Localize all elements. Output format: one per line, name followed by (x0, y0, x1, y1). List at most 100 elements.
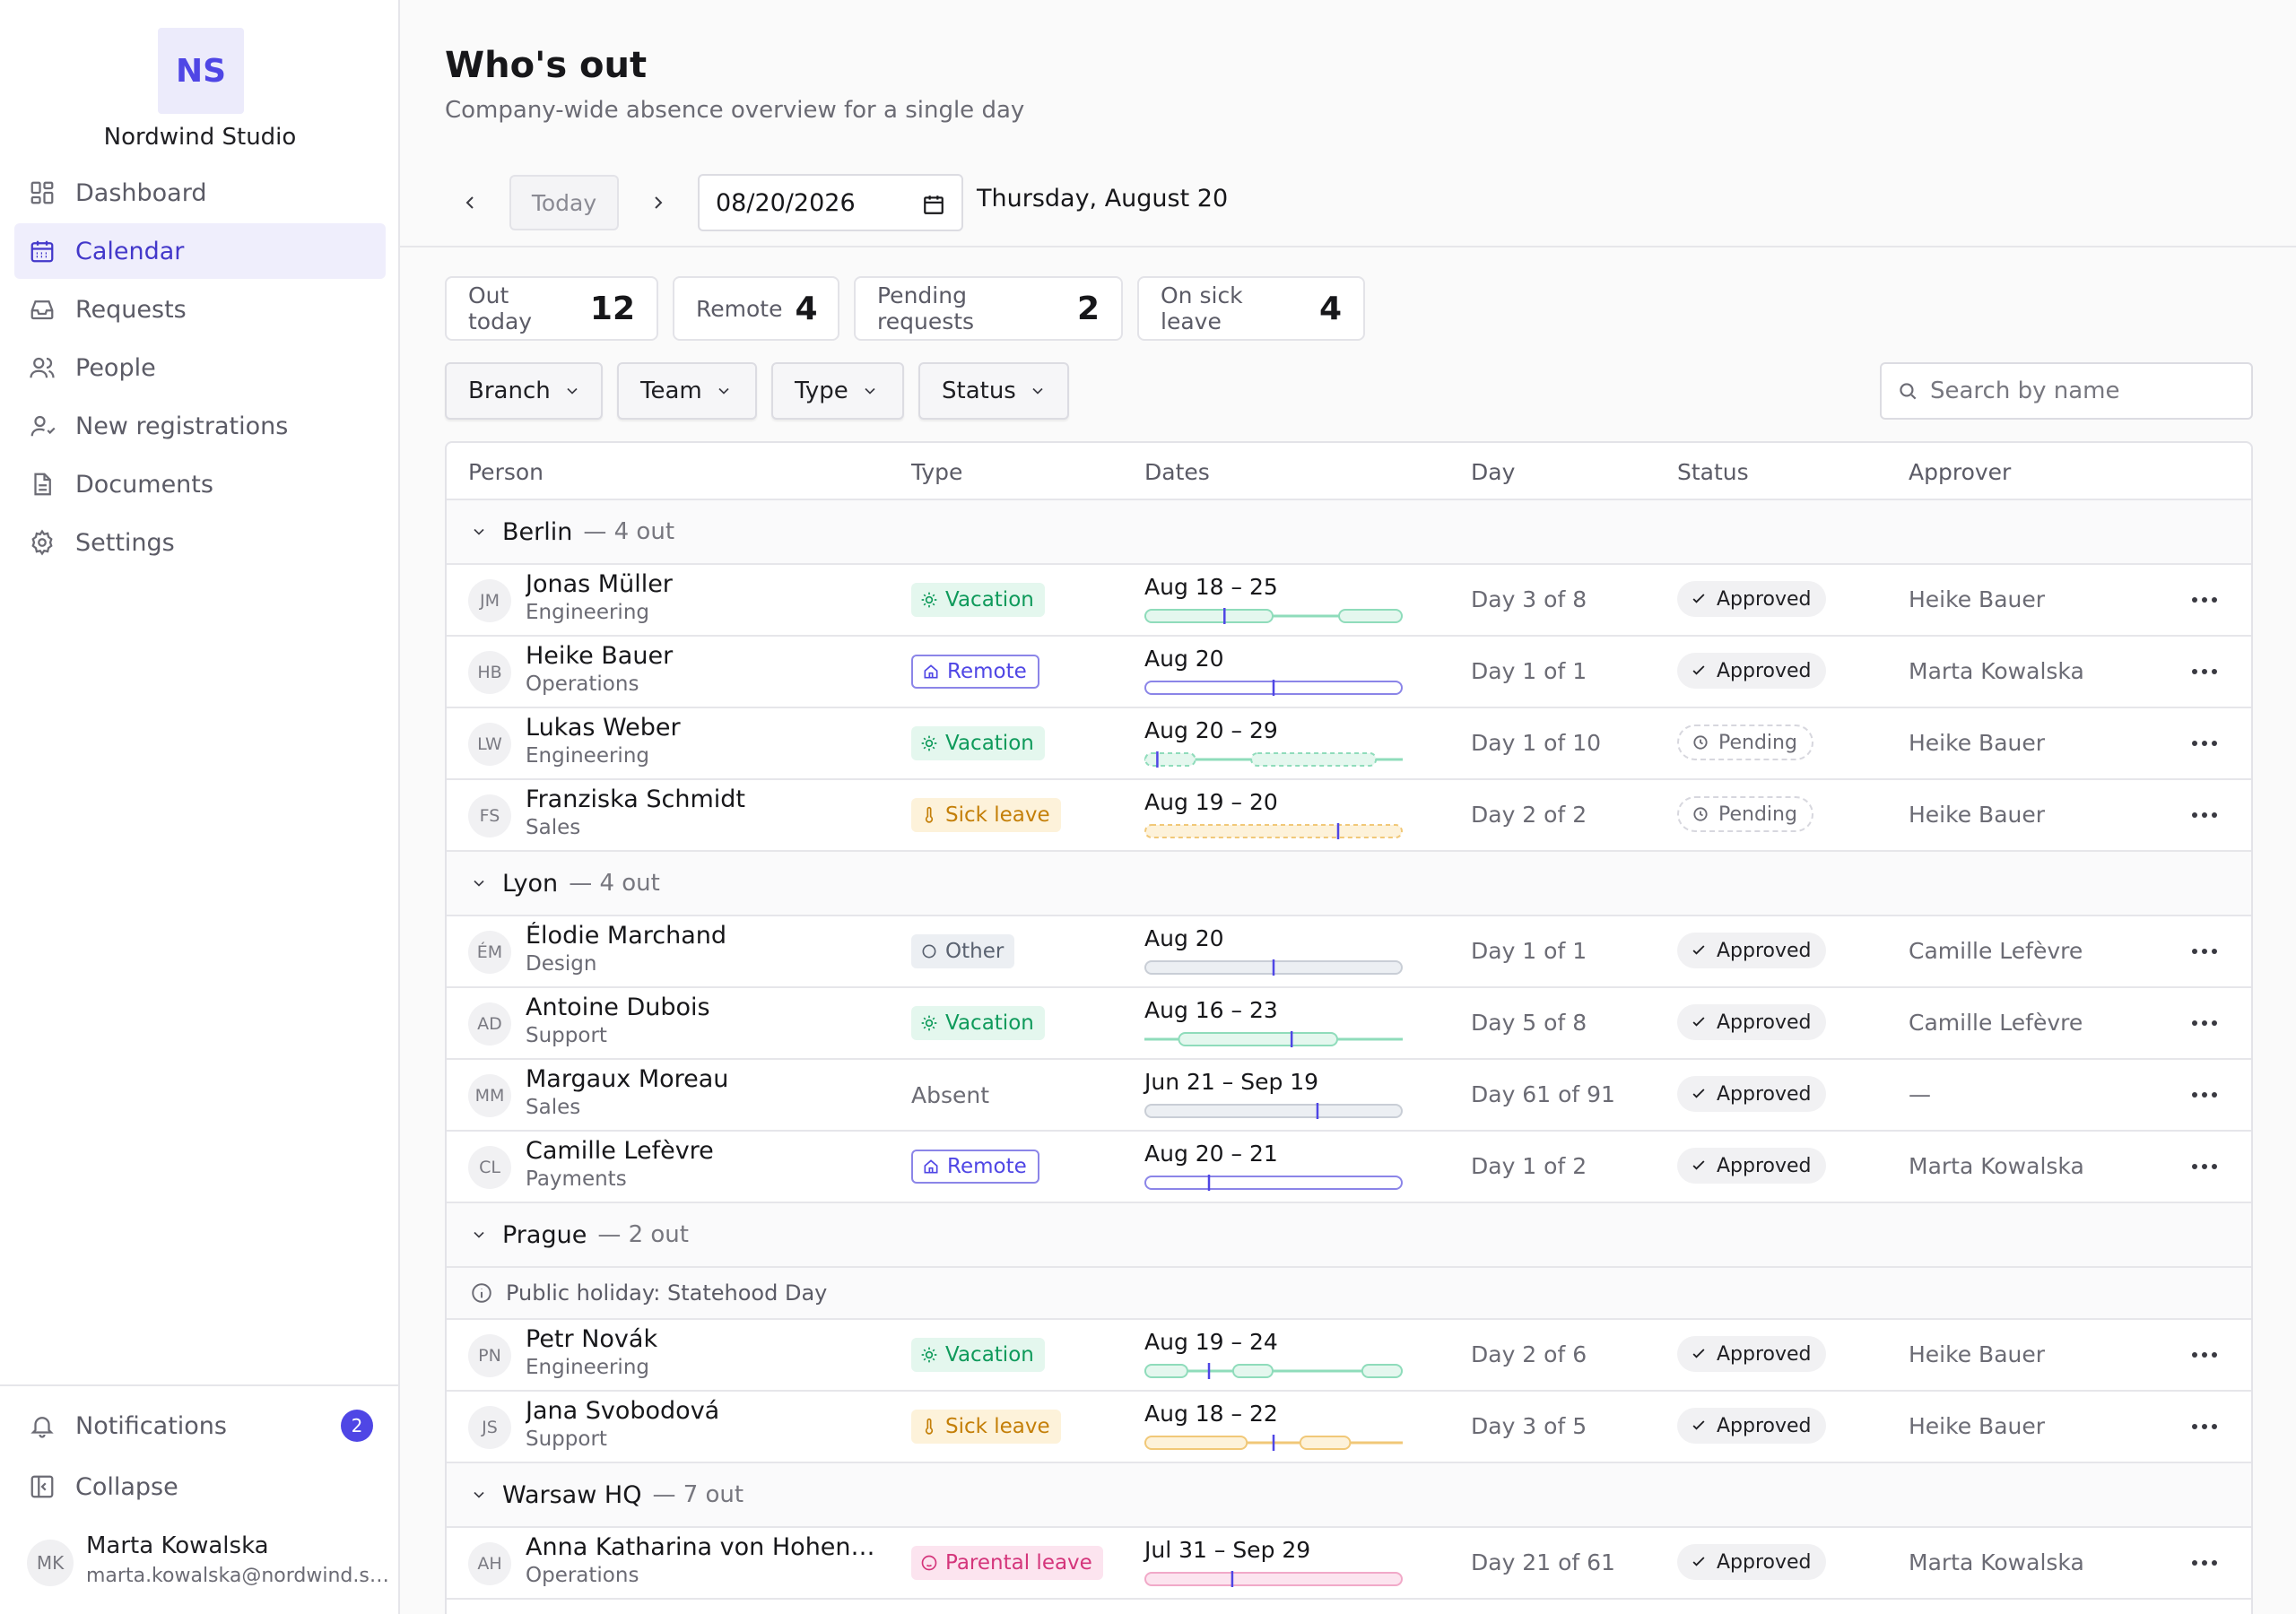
person-name[interactable]: Élodie Marchand (526, 922, 727, 950)
page-subtitle: Company-wide absence overview for a sing… (445, 97, 1025, 124)
row-actions-button[interactable] (2187, 1549, 2222, 1576)
check-icon (1692, 945, 1705, 955)
nav-item-people[interactable]: People (14, 340, 386, 395)
status-label: Approved (1717, 1011, 1812, 1034)
table-row[interactable]: HB Heike Bauer Operations Remote Aug 20 Day 1… (447, 637, 2251, 708)
row-actions-button[interactable] (2187, 938, 2222, 965)
user-plus-icon (30, 415, 56, 437)
collapse-sidebar-button[interactable]: Collapse (14, 1462, 386, 1512)
date-range: Aug 20 (1144, 925, 1224, 951)
table-row[interactable]: AH Anna Katharina von Hohenberg Operations… (447, 1528, 2251, 1600)
row-actions-button[interactable] (2187, 802, 2222, 829)
table-row[interactable]: ÉM Élodie Marchand Design Other Aug 20 Day 1 … (447, 916, 2251, 988)
type-badge: Remote (911, 1150, 1039, 1184)
table-row[interactable]: AD Antoine Dubois Support Vacation Aug 16 – … (447, 988, 2251, 1060)
group-header[interactable]: Prague — 2 out (447, 1203, 2251, 1268)
chevron-down-icon[interactable] (470, 874, 488, 892)
search-field[interactable] (1880, 362, 2253, 420)
nav-label: Settings (75, 528, 175, 557)
status-label: Approved (1717, 1550, 1812, 1574)
nav-item-documents[interactable]: Documents (14, 456, 386, 512)
column-header-status: Status (1677, 459, 1749, 485)
row-actions-button[interactable] (2187, 1413, 2222, 1440)
person-name[interactable]: Petr Novák (526, 1325, 658, 1353)
chevron-down-icon (1032, 387, 1043, 395)
check-icon (1692, 665, 1705, 675)
filter-label: Type (795, 377, 848, 404)
stat-remote: Remote 4 (673, 276, 839, 341)
person-name[interactable]: Heike Bauer (526, 642, 674, 670)
row-actions-button[interactable] (2187, 730, 2222, 757)
date-picker-input[interactable]: 08/20/2026 (698, 174, 963, 231)
type-badge: Remote (911, 655, 1039, 689)
person-team: Sales (526, 816, 581, 839)
date-range: Aug 18 – 25 (1144, 574, 1278, 600)
chevron-down-icon (718, 387, 729, 395)
day-progress: Day 61 of 91 (1471, 1081, 1615, 1107)
nav-item-calendar[interactable]: Calendar (14, 223, 386, 279)
type-label: Parental leave (945, 1551, 1092, 1575)
date-range-bar (1144, 680, 1403, 696)
person-name[interactable]: Margaux Moreau (526, 1065, 729, 1093)
date-range-bar (1144, 959, 1403, 976)
nav-label: People (75, 353, 156, 382)
nav-item-requests[interactable]: Requests (14, 282, 386, 337)
chevron-down-icon[interactable] (470, 1226, 488, 1244)
table-row[interactable]: FS Franziska Schmidt Sales Sick leave Aug 19… (447, 780, 2251, 852)
current-user[interactable]: MK Marta Kowalska marta.kowalska@nordwin… (27, 1529, 391, 1593)
org-name: Nordwind Studio (103, 124, 297, 151)
row-actions-button[interactable] (2187, 586, 2222, 613)
status-label: Approved (1717, 659, 1812, 682)
person-name[interactable]: Anna Katharina von Hohenberg (526, 1533, 884, 1561)
table-row[interactable]: JS Jana Svobodová Support Sick leave Aug 18 … (447, 1392, 2251, 1463)
person-name[interactable]: Jonas Müller (526, 570, 673, 598)
table-row[interactable]: LW Lukas Weber Engineering Vacation Aug 20 –… (447, 708, 2251, 780)
nav-item-settings[interactable]: Settings (14, 515, 386, 570)
row-actions-button[interactable] (2187, 1010, 2222, 1037)
table-row[interactable]: CL Camille Lefèvre Payments Remote Aug 20 – … (447, 1132, 2251, 1203)
stat-pending-requests: Pending requests 2 (854, 276, 1123, 341)
chevron-down-icon[interactable] (470, 1486, 488, 1504)
calendar-picker-icon[interactable] (922, 193, 945, 216)
notifications-button[interactable]: Notifications 2 (14, 1401, 386, 1451)
table-row[interactable]: PN Petr Novák Engineering Vacation Aug 19 – … (447, 1320, 2251, 1392)
nav-item-new-registrations[interactable]: New registrations (14, 398, 386, 454)
group-count: — 4 out (583, 518, 675, 545)
previous-day-button[interactable] (450, 183, 490, 222)
person-name[interactable]: Franziska Schmidt (526, 785, 745, 813)
table-row[interactable]: MM Margaux Moreau Sales Absent Jun 21 – Sep … (447, 1060, 2251, 1132)
date-range-bar (1144, 1031, 1403, 1047)
row-actions-button[interactable] (2187, 1153, 2222, 1180)
person-name[interactable]: Lukas Weber (526, 714, 681, 742)
filter-status[interactable]: Status (918, 362, 1069, 420)
notifications-count-badge: 2 (341, 1410, 373, 1442)
person-name[interactable]: Antoine Dubois (526, 994, 710, 1021)
group-header[interactable]: Berlin — 4 out (447, 500, 2251, 565)
group-name: Lyon (502, 869, 559, 898)
nav-item-dashboard[interactable]: Dashboard (14, 165, 386, 221)
row-actions-button[interactable] (2187, 1081, 2222, 1108)
avatar: AH (468, 1542, 511, 1585)
next-day-button[interactable] (639, 183, 678, 222)
date-value: 08/20/2026 (716, 188, 856, 217)
chevron-down-icon[interactable] (470, 523, 488, 541)
row-actions-button[interactable] (2187, 1341, 2222, 1368)
person-name[interactable]: Camille Lefèvre (526, 1137, 714, 1165)
filter-branch[interactable]: Branch (445, 362, 603, 420)
filter-team[interactable]: Team (617, 362, 757, 420)
bar-segment (1144, 1364, 1188, 1378)
person-team: Operations (526, 1564, 639, 1587)
table-row[interactable]: JM Jonas Müller Engineering Vacation Aug 18 … (447, 565, 2251, 637)
filter-type[interactable]: Type (771, 362, 904, 420)
sun-icon (921, 592, 937, 608)
group-header[interactable]: Warsaw HQ — 7 out (447, 1463, 2251, 1528)
row-actions-button[interactable] (2187, 658, 2222, 685)
bar-segment (1144, 1104, 1403, 1118)
today-button[interactable]: Today (509, 175, 619, 230)
clock-icon (1693, 735, 1708, 750)
approver-name: Heike Bauer (1909, 1341, 2046, 1367)
search-input[interactable] (1930, 377, 2235, 404)
person-name[interactable]: Jana Svobodová (526, 1397, 720, 1425)
group-header[interactable]: Lyon — 4 out (447, 852, 2251, 916)
filter-label: Team (640, 377, 702, 404)
